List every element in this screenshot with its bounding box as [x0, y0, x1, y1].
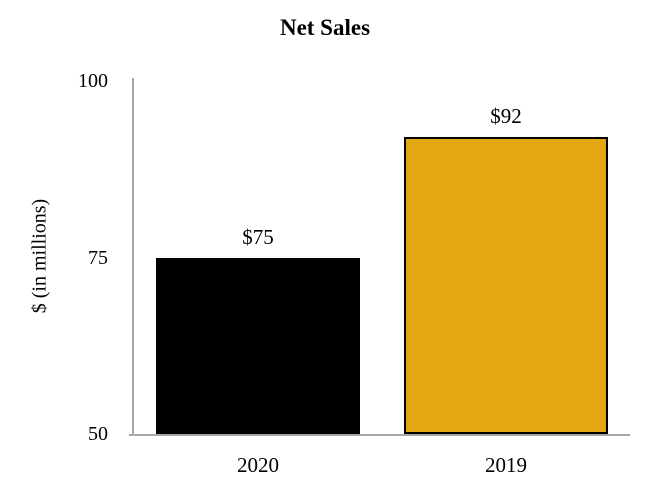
y-tick-label: 50: [88, 423, 108, 445]
bar-value-label: $92: [490, 104, 522, 129]
y-tick-label: 75: [88, 246, 108, 269]
bar-2020: [155, 257, 361, 434]
x-axis-line: [129, 434, 630, 436]
x-tick-label: 2020: [237, 453, 279, 477]
chart-title: Net Sales: [279, 15, 371, 40]
bar-value-label: $75: [242, 224, 274, 249]
x-tick-label: 2019: [485, 453, 527, 477]
bar-2019: [403, 137, 609, 434]
y-axis-line: [132, 78, 134, 436]
y-tick-label: 100: [78, 70, 108, 92]
